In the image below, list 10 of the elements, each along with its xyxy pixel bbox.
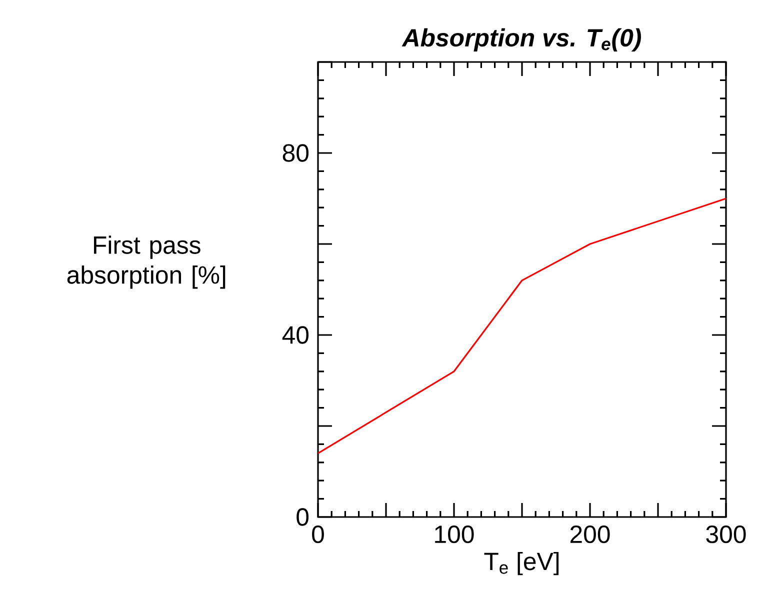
x-axis-title: T$_{e}$ [eV] (484, 552, 559, 576)
y-tick-label: 80 (282, 144, 309, 162)
y-tick-label: 0 (296, 508, 309, 526)
x-tick-label: 100 (435, 526, 474, 544)
x-tick-label: 0 (312, 526, 324, 544)
x-tick-label: 200 (570, 526, 610, 544)
y-axis-title: First pass absorption [%] (67, 236, 226, 289)
chart-title: Absorption vs. T$_{e}$(0) (402, 28, 641, 52)
x-tick-label: 300 (706, 526, 746, 544)
y-tick-label: 40 (282, 326, 309, 344)
